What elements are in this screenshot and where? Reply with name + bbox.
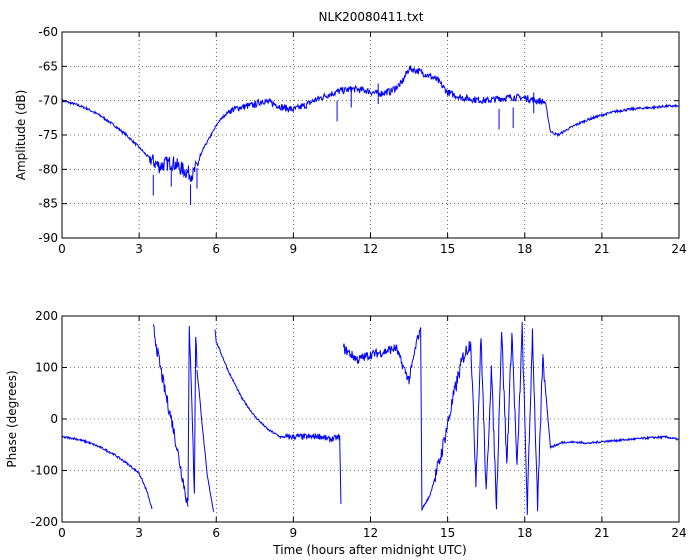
phase-series-line [214,329,289,440]
phase-series-line [470,321,544,515]
phase-xtick-label: 15 [440,526,455,540]
phase-ticks: 0 3 6 9 12 15 18 21 24 -200 -100 0 100 200 [31,309,687,540]
phase-xtick-label: 18 [517,526,532,540]
phase-plot-area [61,321,680,515]
amplitude-xtick-label: 0 [58,242,66,256]
phase-series-line [542,354,680,449]
amplitude-xtick-label: 3 [135,242,143,256]
phase-xtick-label: 0 [58,526,66,540]
phase-ytick-label: 0 [50,412,58,426]
amplitude-ytick-label: -75 [38,128,58,142]
amplitude-ytick-label: -65 [38,59,58,73]
amplitude-plot-area [61,65,680,206]
phase-xtick-label: 3 [135,526,143,540]
phase-ytick-label: -100 [31,464,58,478]
amplitude-xtick-label: 9 [290,242,298,256]
phase-series-line [61,435,153,510]
amplitude-series-line [61,65,680,183]
amplitude-xtick-label: 15 [440,242,455,256]
amplitude-xtick-label: 18 [517,242,532,256]
phase-series-line [187,326,198,502]
amplitude-ytick-label: -60 [38,25,58,39]
phase-ylabel: Phase (degrees) [5,370,19,467]
phase-grid [62,316,679,522]
phase-series-line [196,370,215,512]
amplitude-axes: 0 3 6 9 12 15 18 21 24 -90 -85 -80 -75 -70 -65 -60 Ampl… [14,25,687,256]
phase-series-line [343,327,422,385]
phase-series-line [152,324,189,507]
chart-title: NLK20080411.txt [319,10,424,24]
phase-series-line [287,432,342,504]
x-axis-label: Time (hours after midnight UTC) [272,543,466,557]
amplitude-ytick-label: -85 [38,197,58,211]
amplitude-ytick-label: -70 [38,94,58,108]
amplitude-ylabel: Amplitude (dB) [14,90,28,181]
amplitude-xtick-label: 21 [594,242,609,256]
amplitude-xtick-label: 12 [363,242,378,256]
phase-ytick-label: 200 [35,309,58,323]
phase-series-line [420,327,472,512]
amplitude-ytick-label: -80 [38,162,58,176]
amplitude-xtick-label: 24 [671,242,686,256]
amplitude-ticks: 0 3 6 9 12 15 18 21 24 -90 -85 -80 -75 -70 -65 -60 [38,25,686,256]
phase-xtick-label: 24 [671,526,686,540]
phase-xtick-label: 12 [363,526,378,540]
phase-ytick-label: 100 [35,361,58,375]
phase-xtick-label: 9 [290,526,298,540]
amplitude-grid [62,32,679,238]
phase-xtick-label: 6 [212,526,220,540]
amplitude-xtick-label: 6 [212,242,220,256]
phase-axes: 0 3 6 9 12 15 18 21 24 -200 -100 0 100 200 Phase (deg… [5,309,687,540]
phase-ytick-label: -200 [31,515,58,529]
amplitude-ytick-label: -90 [38,231,58,245]
phase-xtick-label: 21 [594,526,609,540]
